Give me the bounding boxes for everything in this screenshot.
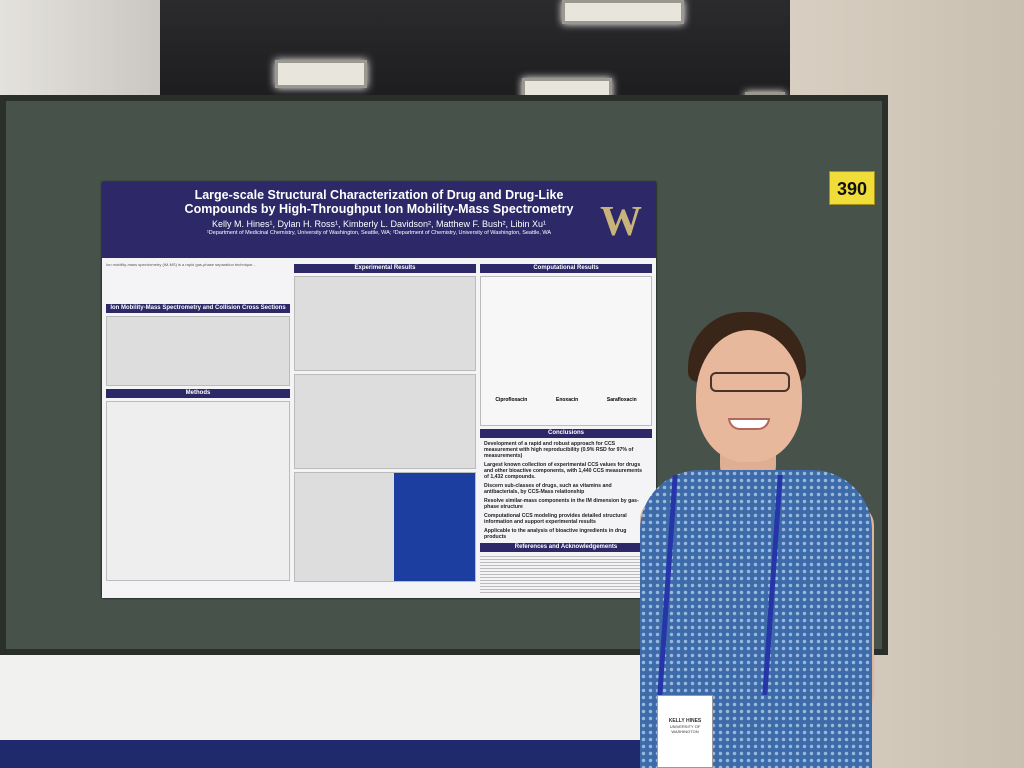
- figure: [106, 316, 290, 386]
- poster-authors: Kelly M. Hines¹, Dylan H. Ross¹, Kimberl…: [211, 219, 547, 229]
- name-badge: KELLY HINES UNIVERSITY OF WASHINGTON: [657, 695, 713, 768]
- figure: [106, 401, 290, 581]
- poster-affiliations: ¹Department of Medicinal Chemistry, Univ…: [206, 230, 552, 236]
- person-face: [696, 330, 802, 462]
- glasses: [710, 372, 790, 392]
- molecule-label: Ciprofloxacin: [495, 397, 528, 403]
- poster: Large-scale Structural Characterization …: [102, 182, 656, 598]
- section-header: Methods: [106, 389, 290, 398]
- table-skirt: [0, 740, 660, 768]
- section-header: Experimental Results: [294, 264, 476, 273]
- section-header: Ion Mobility-Mass Spectrometry and Colli…: [106, 304, 290, 313]
- poster-column-middle: Experimental Results: [294, 262, 476, 594]
- figure: [294, 276, 476, 371]
- smile: [728, 418, 770, 430]
- uw-logo: W: [600, 199, 642, 245]
- poster-column-right: Computational Results Ciprofloxacin Enox…: [480, 262, 652, 594]
- conclusion-item: Computational CCS modeling provides deta…: [484, 513, 627, 525]
- poster-title: Large-scale Structural Characterization …: [184, 188, 574, 216]
- poster-header: Large-scale Structural Characterization …: [102, 182, 656, 258]
- figure: [294, 374, 476, 469]
- table: [0, 655, 660, 745]
- conclusion-item: Discern sub-classes of drugs, such as vi…: [484, 483, 612, 495]
- conclusion-item: Resolve similar-mass components in the I…: [484, 498, 639, 510]
- booth-number: 390: [829, 171, 875, 205]
- lanyard: [657, 475, 783, 695]
- section-header: Computational Results: [480, 264, 652, 273]
- molecule-label: Sarafloxacin: [606, 397, 637, 403]
- section-header: Conclusions: [480, 429, 652, 438]
- conclusion-item: Largest known collection of experimental…: [484, 462, 642, 480]
- conclusion-item: Development of a rapid and robust approa…: [484, 441, 634, 459]
- badge-org: UNIVERSITY OF WASHINGTON: [669, 724, 701, 734]
- figure: Ciprofloxacin Enoxacin Sarafloxacin: [480, 276, 652, 426]
- poster-column-left: Ion mobility-mass spectrometry (IM-MS) i…: [106, 262, 290, 594]
- conclusion-item: Applicable to the analysis of bioactive …: [484, 528, 627, 540]
- figure: [294, 472, 476, 582]
- section-header: References and Acknowledgements: [480, 543, 652, 552]
- molecule-label: Enoxacin: [555, 397, 579, 403]
- badge-name: KELLY HINES: [668, 718, 702, 724]
